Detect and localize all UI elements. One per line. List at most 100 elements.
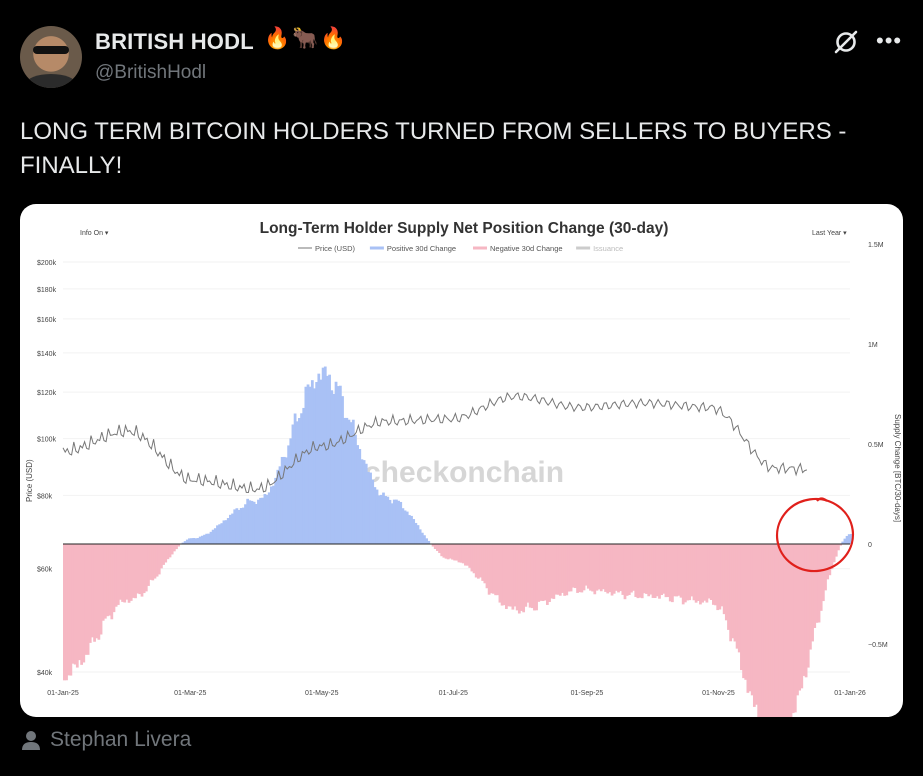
negative-change-bar <box>172 544 176 552</box>
negative-change-bar <box>507 544 510 607</box>
chart-image[interactable]: Info On ▾ Long-Term Holder Supply Net Po… <box>20 204 903 717</box>
negative-change-bar <box>517 544 521 614</box>
negative-change-bar <box>543 544 547 601</box>
negative-change-bar <box>472 544 476 574</box>
positive-change-bar <box>392 499 396 544</box>
positive-change-bar <box>338 385 342 544</box>
negative-change-bar <box>69 544 73 676</box>
positive-change-bar <box>282 456 286 544</box>
positive-change-bar <box>358 448 362 544</box>
positive-change-bar <box>198 536 202 544</box>
negative-change-bar <box>513 544 517 607</box>
negative-change-bar <box>720 544 724 607</box>
negative-change-bar <box>526 544 530 603</box>
negative-change-bar <box>67 544 71 676</box>
positive-change-bar <box>399 501 403 544</box>
positive-change-bar <box>229 514 232 544</box>
grok-icon[interactable] <box>832 28 860 56</box>
negative-change-bar <box>673 544 676 597</box>
negative-change-bar <box>160 544 163 569</box>
x-tick-label: 01-Jan-26 <box>834 690 866 697</box>
info-control[interactable]: Info On ▾ <box>80 230 109 237</box>
more-icon[interactable]: ••• <box>876 28 903 53</box>
negative-change-bar <box>686 544 689 601</box>
negative-change-bar <box>524 544 528 607</box>
legend-entry[interactable]: Negative 30d Change <box>490 244 563 253</box>
legend-entry[interactable]: Price (USD) <box>315 244 356 253</box>
x-tick-label: 01-Mar-25 <box>174 690 206 697</box>
author-handle[interactable]: @BritishHodl <box>95 62 207 83</box>
red-circle-tail <box>816 497 828 502</box>
positive-change-bar <box>239 508 243 544</box>
negative-change-bar <box>73 544 77 665</box>
positive-change-bar <box>326 375 329 544</box>
positive-change-bar <box>373 487 377 544</box>
negative-change-bar <box>755 544 758 705</box>
negative-change-bar <box>589 544 592 591</box>
avatar-shirt <box>26 74 76 88</box>
negative-change-bar <box>623 544 627 600</box>
positive-change-bar <box>222 520 226 544</box>
positive-change-bar <box>354 434 357 544</box>
x-tick-label: 01-Sep-25 <box>571 690 604 697</box>
negative-change-bar <box>457 544 461 563</box>
positive-change-bar <box>330 390 334 544</box>
negative-change-bar <box>168 544 172 558</box>
positive-change-bar <box>310 380 314 544</box>
negative-change-bar <box>140 544 144 597</box>
negative-change-bar <box>781 544 784 717</box>
negative-change-bar <box>479 544 482 578</box>
negative-change-bar <box>597 544 601 590</box>
negative-change-bar <box>574 544 577 589</box>
negative-change-bar <box>813 544 817 628</box>
positive-change-bar <box>384 496 388 544</box>
negative-change-bar <box>123 544 127 603</box>
left-tick-label: $120k <box>37 390 57 397</box>
negative-change-bar <box>459 544 463 563</box>
red-circle-annotation <box>775 497 855 573</box>
negative-change-bar <box>103 544 107 619</box>
negative-change-bar <box>634 544 638 597</box>
legend-entry[interactable]: Issuance <box>593 244 623 253</box>
positive-change-bar <box>362 460 366 544</box>
negative-change-bar <box>144 544 148 592</box>
x-tick-label: 01-May-25 <box>305 690 339 697</box>
negative-change-bar <box>729 544 733 642</box>
x-tick-label: 01-Jan-25 <box>47 690 79 697</box>
negative-change-bar <box>621 544 625 595</box>
negative-change-bar <box>576 544 579 593</box>
positive-change-bar <box>423 535 426 544</box>
negative-change-bar <box>809 544 812 650</box>
negative-change-bar <box>757 544 761 717</box>
negative-change-bar <box>610 544 614 596</box>
negative-change-bar <box>502 544 506 606</box>
negative-change-bar <box>785 544 789 717</box>
left-axis: $200k $180k $160k $140k $120k $100k $80k $60k $4… <box>37 260 57 677</box>
negative-change-bar <box>608 544 612 593</box>
positive-change-bar <box>218 524 221 544</box>
negative-change-bar <box>660 544 664 596</box>
negative-change-bar <box>638 544 642 598</box>
negative-change-bar <box>707 544 711 599</box>
range-control[interactable]: Last Year ▾ <box>812 230 847 237</box>
negative-change-bar <box>492 544 495 594</box>
avatar[interactable] <box>20 26 82 88</box>
negative-change-bar <box>106 544 109 617</box>
negative-change-bar <box>765 544 769 717</box>
negative-change-bar <box>95 544 99 639</box>
negative-change-bar <box>561 544 564 593</box>
left-tick-label: $60k <box>37 567 53 574</box>
negative-change-bar <box>121 544 124 602</box>
negative-change-bar <box>558 544 562 596</box>
negative-change-bar <box>151 544 155 581</box>
negative-change-bar <box>448 544 452 559</box>
media-attribution[interactable]: Stephan Livera <box>20 728 191 752</box>
negative-change-bar <box>653 544 657 598</box>
negative-change-bar <box>837 544 840 551</box>
legend-entry[interactable]: Positive 30d Change <box>387 244 456 253</box>
positive-change-bar <box>263 494 267 544</box>
positive-change-bar <box>332 393 336 544</box>
author-name[interactable]: BRITISH HODL <box>95 29 254 54</box>
negative-change-bar <box>65 544 68 681</box>
negative-change-bar <box>142 544 146 594</box>
